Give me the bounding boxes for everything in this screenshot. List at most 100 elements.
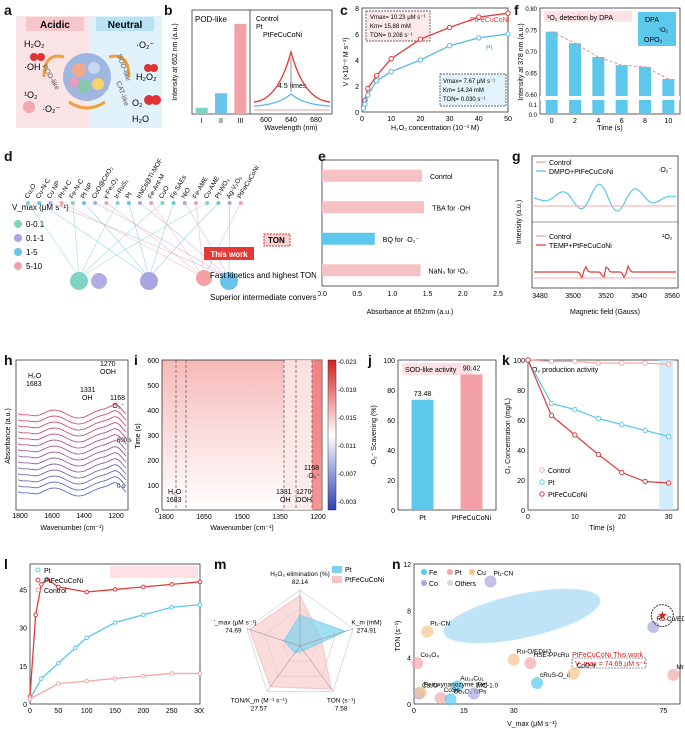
j-value-0: 73.48 <box>414 391 432 398</box>
d-node-2 <box>48 201 53 205</box>
d-spoke-15 <box>195 202 205 279</box>
m-axis-value-0: 82.14 <box>292 579 309 586</box>
d-node-6 <box>93 201 98 205</box>
k-ylabel: O₂ Concentration (mg/L) <box>505 398 512 474</box>
m-axis-3 <box>266 645 301 692</box>
n-point-12 <box>647 621 660 633</box>
d-spoke-14 <box>184 202 230 279</box>
k-legend-marker-0 <box>539 467 545 473</box>
k-ytick-3: 60 <box>517 418 525 425</box>
f-bar-3 <box>615 65 628 114</box>
k-legend-0: Control <box>548 468 571 475</box>
b-xtick-1: II <box>219 118 223 125</box>
i-ytick-0: 0 <box>155 508 159 515</box>
d-vmax-label: V_max (μM s⁻¹) <box>12 203 69 212</box>
chart-i: Time (s) Wavenumber (cm⁻¹) H₂O 1683 1331… <box>135 358 357 532</box>
m-area-0 <box>283 614 347 654</box>
c-point-0-3 <box>373 72 380 79</box>
b-title: POD-like <box>195 15 228 24</box>
h-ylabel: Absorbance (a.u.) <box>5 408 12 464</box>
n-point-label-5: Peroxynanozyme (Fe) <box>424 681 488 688</box>
k-point-0-2 <box>572 358 578 365</box>
d-node-18 <box>227 201 232 205</box>
b-legend-pt: Pt <box>256 24 263 31</box>
d-ton-label: TON <box>268 236 285 245</box>
c-xtick-2: 20 <box>417 116 425 123</box>
f-xtick-1: 2 <box>573 118 577 125</box>
chart-j: SOD-like activity ·O₂⁻ Scavening (%) 73.… <box>371 358 497 522</box>
panel-k: k O₂ production activity O₂ Concentratio… <box>502 352 684 532</box>
n-this-work: PtFeCuCoNi This work <box>572 652 644 659</box>
n-ylabel: TON (s⁻¹) <box>395 621 402 652</box>
f-xtick-5: 10 <box>664 118 672 125</box>
d-spoke-13 <box>148 202 174 279</box>
k-line-2 <box>527 359 669 484</box>
m-axis-label-2: TON (s⁻¹) <box>327 698 356 705</box>
l-point-1-9 <box>197 579 203 585</box>
panel-l: l Pt PtFeCuCoNi Control 0 50 100 150 200 250 300 0… <box>4 556 206 728</box>
d-spoke-9 <box>128 202 150 279</box>
j-ylabel: ·O₂⁻ Scavening (%) <box>371 405 378 467</box>
l-legend-2: Control <box>44 588 67 595</box>
h-ann-1168: 1168 <box>110 395 125 402</box>
l-point-0-8 <box>197 602 203 608</box>
f-ytick-5: 0.75 <box>525 29 537 35</box>
b-legend-control: Control <box>256 16 279 23</box>
d-spoke-5 <box>83 202 150 279</box>
c-xtick-0: 0 <box>360 116 364 123</box>
h-ann-h2o: H₂O <box>28 373 42 380</box>
superoxide-label-a: ·O₂⁻ <box>42 104 60 114</box>
d-spoke-1 <box>39 202 150 279</box>
g-legend-top-dmpo: DMPO+PtFeCuCoNi <box>549 169 614 176</box>
c-ylabel: V (×10⁻⁸ M s⁻¹) <box>343 37 350 86</box>
panel-h: h Absorbance (a.u.) Wavenumber (cm⁻¹) H₂… <box>4 352 132 532</box>
b-inset-xtick-0: 600 <box>260 117 272 124</box>
c-box2-ton: TON= 0.030 s⁻¹ <box>443 97 486 103</box>
m-axis-label-1: K_m (mM) <box>351 619 381 626</box>
panel-label-i: i <box>134 352 138 368</box>
c-point-1-4 <box>388 69 394 75</box>
c-box1-vmax: Vmax= 10.23 μM s⁻¹ <box>370 15 425 21</box>
chart-k: O₂ production activity O₂ Concentration … <box>505 357 679 532</box>
n-xtick-2: 30 <box>510 708 518 715</box>
g-xtick-0: 3480 <box>532 293 548 300</box>
n-point-label-0: Pt₁-CN <box>493 571 513 578</box>
k-legend-1: Pt <box>548 480 555 487</box>
h-spectrum-9 <box>17 428 127 443</box>
m-axis-2 <box>299 645 334 692</box>
d-node-4 <box>70 201 75 205</box>
l-point-1-3 <box>44 576 50 582</box>
i-ann-1168: 1168 <box>304 465 319 472</box>
c-ytick-2: 4 <box>355 58 359 65</box>
k-point-1-6 <box>665 433 672 440</box>
d-node-13 <box>171 201 176 205</box>
b-inset-curve-pt <box>253 93 331 107</box>
l-legend-marker-2 <box>35 587 41 593</box>
j-xtick-0: Pt <box>419 515 426 522</box>
f-inset-1o2: ¹O₂ <box>659 28 669 34</box>
e-bar-label-0: Conrtol <box>430 174 453 181</box>
panel-d: d V_max (μM s⁻¹) 0-0.1 0.1-1 1-5 5-10 Cu… <box>4 148 344 320</box>
nanozyme-sphere <box>63 53 111 101</box>
k-point-1-1 <box>548 400 555 407</box>
k-xtick-3: 30 <box>665 514 673 521</box>
g-xtick-2: 3520 <box>598 293 614 300</box>
i-xlabel: Wavenumber (cm⁻¹) <box>210 525 273 532</box>
panel-m: m Pt PtFeCuCoNi H₂O₂ elimination (%) 82.1… <box>210 556 386 728</box>
c-series-label-pt: Pt <box>486 45 493 52</box>
k-point-1-4 <box>619 421 625 428</box>
i-ann-oh: OH <box>280 497 291 504</box>
n-point-label-2: Co₃O₄ <box>420 652 439 659</box>
f-ytick-6: 0.80 <box>525 7 537 13</box>
panel-a: a Acidic Neutral POD-like SOD-like CAT-l… <box>4 2 164 132</box>
l-legend-marker-1 <box>35 577 41 583</box>
chart-g: Intensity (a.u.) Magnetic field (Gauss) … <box>516 155 680 316</box>
d-spoke-18 <box>228 202 230 279</box>
d-node-11 <box>149 201 154 205</box>
i-ytick-2: 200 <box>147 458 159 465</box>
c-point-0-4 <box>388 56 394 62</box>
e-xtick-3: 1.5 <box>423 291 433 298</box>
panel-label-a: a <box>4 2 12 18</box>
i-cbar-tick-1: -0.019 <box>338 387 357 394</box>
d-node-1 <box>37 201 42 205</box>
